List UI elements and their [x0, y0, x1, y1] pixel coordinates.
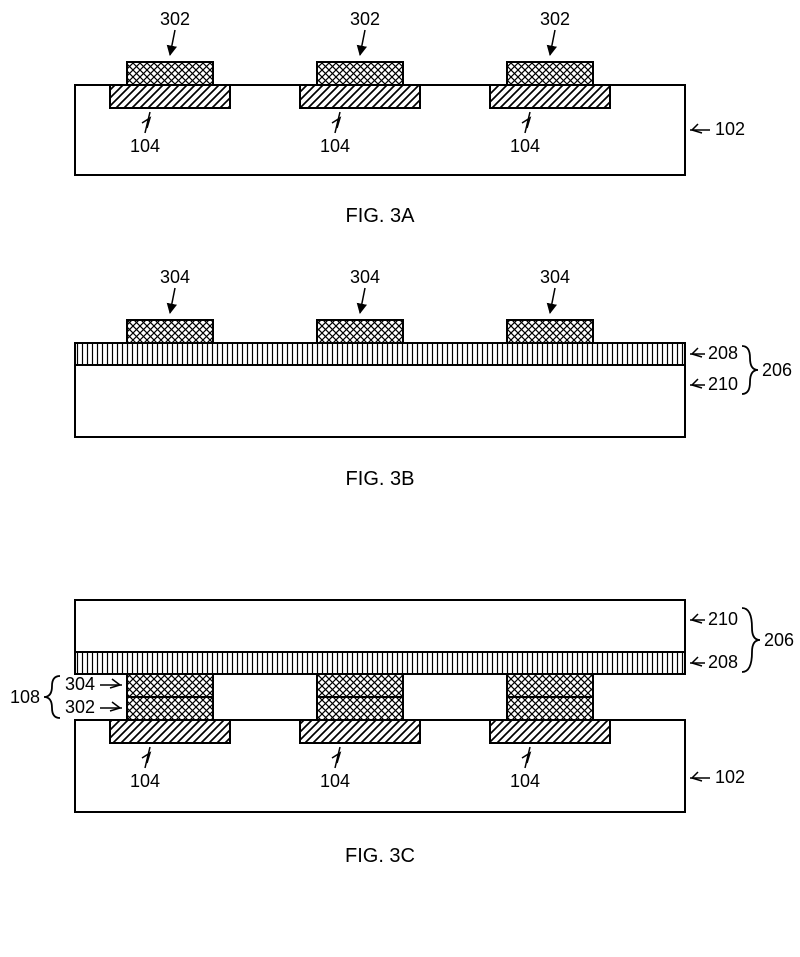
label-304: 304 [160, 267, 190, 287]
label-102: 102 [715, 767, 745, 787]
label-108: 108 [10, 687, 40, 707]
stack-3 [490, 674, 610, 743]
diagram-svg: 302 104 302 104 302 104 102 FIG. 3A 304 … [0, 0, 800, 957]
label-206: 206 [762, 360, 792, 380]
stack-2 [300, 674, 420, 743]
label-304: 304 [350, 267, 380, 287]
label-104: 104 [510, 771, 540, 791]
label-206: 206 [764, 630, 794, 650]
fig-3b: 304 304 304 208 210 206 FIG. 3B [75, 267, 792, 490]
label-208: 208 [708, 343, 738, 363]
caption-3b: FIG. 3B [346, 468, 415, 490]
fig-3a: 302 104 302 104 302 104 102 FIG. 3A [75, 9, 745, 227]
label-208: 208 [708, 652, 738, 672]
caption-3a: FIG. 3A [346, 205, 416, 227]
label-104: 104 [130, 136, 160, 156]
label-302: 302 [540, 9, 570, 29]
label-304: 304 [65, 674, 95, 694]
label-104: 104 [130, 771, 160, 791]
page: 302 104 302 104 302 104 102 FIG. 3A 304 … [0, 0, 800, 957]
label-304: 304 [540, 267, 570, 287]
fig-3c: 210 208 206 102 108 304 302 104 104 104 … [10, 600, 794, 867]
stack-1 [110, 674, 230, 743]
label-302: 302 [65, 697, 95, 717]
label-302: 302 [160, 9, 190, 29]
caption-3c: FIG. 3C [345, 845, 415, 867]
label-104: 104 [320, 771, 350, 791]
label-210: 210 [708, 609, 738, 629]
label-104: 104 [320, 136, 350, 156]
label-104: 104 [510, 136, 540, 156]
label-210: 210 [708, 374, 738, 394]
label-302: 302 [350, 9, 380, 29]
label-102: 102 [715, 119, 745, 139]
